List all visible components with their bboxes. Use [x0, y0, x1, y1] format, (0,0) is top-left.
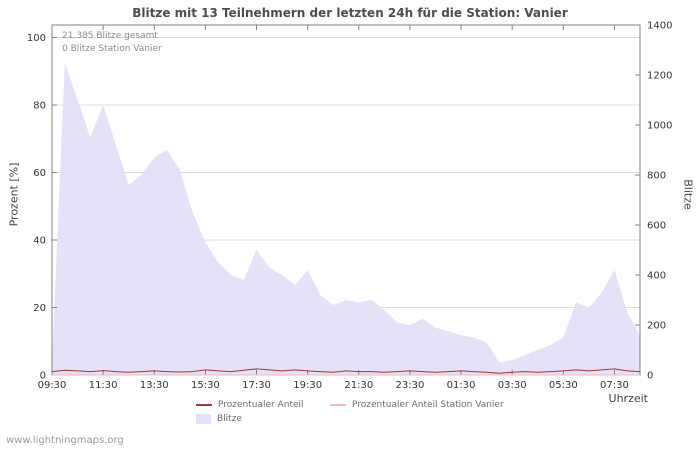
- right-tick-label: 1200: [647, 71, 672, 82]
- right-tick-label: 1400: [647, 21, 672, 32]
- right-tick-label: 400: [647, 271, 666, 282]
- left-tick-label: 20: [33, 303, 46, 314]
- legend-item-prozentualer-anteil-station: Prozentualer Anteil Station Vanier: [330, 400, 504, 410]
- chart-legend: Prozentualer Anteil Prozentualer Anteil …: [0, 398, 700, 428]
- legend-label: Blitze: [217, 414, 242, 424]
- left-tick-label: 80: [33, 101, 46, 112]
- legend-area-swatch-icon: [196, 414, 211, 424]
- line-series-prozentualer-anteil: [51, 368, 641, 374]
- right-tick-label: 0: [647, 371, 653, 382]
- right-tick-label: 1000: [647, 121, 672, 132]
- legend-label: Prozentualer Anteil Station Vanier: [352, 400, 504, 410]
- legend-label: Prozentualer Anteil: [218, 400, 304, 410]
- chart-title: Blitze mit 13 Teilnehmern der letzten 24…: [132, 6, 568, 20]
- right-tick-label: 600: [647, 221, 666, 232]
- left-tick-label: 0: [40, 371, 46, 382]
- right-axis-label: Blitze: [681, 179, 695, 210]
- left-tick-label: 40: [33, 236, 46, 247]
- x-tick-label: 17:30: [242, 380, 271, 391]
- x-axis-label: Uhrzeit: [608, 392, 648, 405]
- x-tick-label: 05:30: [549, 380, 578, 391]
- x-tick-label: 07:30: [600, 380, 629, 391]
- x-tick-label: 15:30: [191, 380, 220, 391]
- legend-line-swatch-icon: [196, 404, 212, 406]
- x-tick-label: 19:30: [293, 380, 322, 391]
- annotation-station-blitze: 0 Blitze Station Vanier: [62, 44, 162, 54]
- x-tick-label: 09:30: [38, 380, 67, 391]
- legend-item-blitze: Blitze: [196, 414, 242, 424]
- area-series-blitze: [52, 62, 640, 375]
- x-tick-label: 01:30: [447, 380, 476, 391]
- left-tick-label: 60: [33, 168, 46, 179]
- x-tick-label: 21:30: [344, 380, 373, 391]
- x-tick-label: 23:30: [395, 380, 424, 391]
- x-tick-label: 11:30: [89, 380, 118, 391]
- watermark-link[interactable]: www.lightningmaps.org: [6, 435, 124, 446]
- x-tick-label: 03:30: [498, 380, 527, 391]
- left-axis-label: Prozent [%]: [7, 162, 21, 227]
- annotation-total-blitze: 21.385 Blitze gesamt: [62, 31, 158, 41]
- left-tick-label: 100: [27, 33, 46, 44]
- legend-line-swatch-icon: [330, 404, 346, 406]
- legend-item-prozentualer-anteil: Prozentualer Anteil: [196, 400, 304, 410]
- x-tick-label: 13:30: [140, 380, 169, 391]
- right-tick-label: 800: [647, 171, 666, 182]
- right-tick-label: 200: [647, 321, 666, 332]
